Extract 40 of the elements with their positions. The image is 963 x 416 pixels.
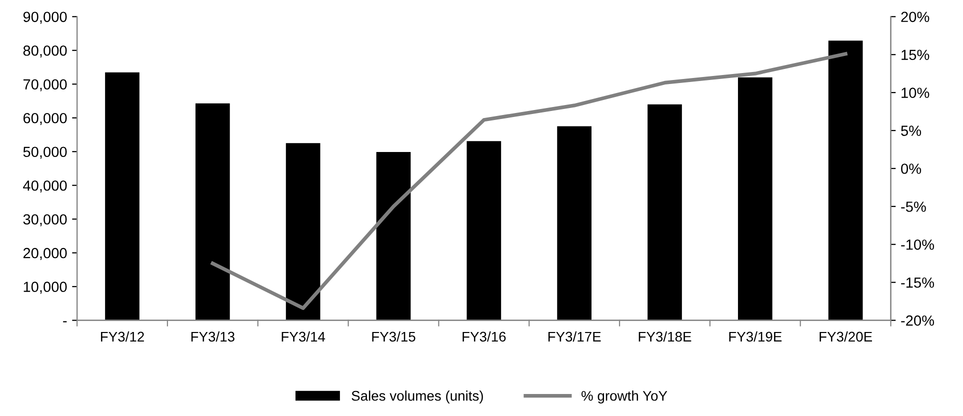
y-tick-label: 50,000 <box>23 146 67 159</box>
x-tick-label: FY3/13 <box>191 331 234 342</box>
x-tick-label: FY3/14 <box>282 331 326 342</box>
y-tick-label: - <box>63 321 67 322</box>
x-tick-label: FY3/18E <box>638 331 692 342</box>
y2-tick-label: -15% <box>901 278 934 288</box>
bar <box>195 103 230 320</box>
bar <box>648 104 682 320</box>
y-tick-label: 10,000 <box>24 282 67 294</box>
line-series <box>210 52 848 310</box>
y2-tick-label: -20% <box>901 315 934 326</box>
bar <box>105 72 140 320</box>
y2-tick-label: 10% <box>902 88 930 98</box>
y2-tick-label: 0% <box>901 164 922 174</box>
x-tick-label: FY3/12 <box>101 331 144 342</box>
y-tick-label: 80,000 <box>23 45 67 58</box>
x-tick-label: FY3/19E <box>729 331 782 342</box>
y2-tick-label: -5% <box>901 202 926 212</box>
bar <box>286 143 320 320</box>
x-tick-label: FY3/15 <box>372 331 416 342</box>
bar <box>738 77 772 320</box>
bar <box>828 40 863 320</box>
y-tick-label: 30,000 <box>23 214 67 226</box>
y-tick-label: 20,000 <box>23 248 67 260</box>
y-tick-label: 60,000 <box>23 112 67 126</box>
legend-label: Sales volumes (units) <box>352 390 483 404</box>
x-tick-label: FY3/16 <box>462 331 506 342</box>
y-tick-label: 40,000 <box>23 180 67 192</box>
bar <box>466 141 502 320</box>
y2-tick-label: 5% <box>901 126 922 136</box>
bar <box>376 152 411 320</box>
y-tick-label: 70,000 <box>23 79 67 92</box>
bar <box>557 126 592 320</box>
y2-tick-label: 15% <box>902 50 930 60</box>
y2-tick-label: -10% <box>901 240 934 250</box>
y-tick-label: 90,000 <box>23 12 67 24</box>
x-tick-label: FY3/17E <box>548 331 601 342</box>
x-tick-label: FY3/20E <box>820 331 872 342</box>
y2-tick-label: 20% <box>901 12 930 22</box>
legend-label: % growth YoY <box>582 390 668 404</box>
